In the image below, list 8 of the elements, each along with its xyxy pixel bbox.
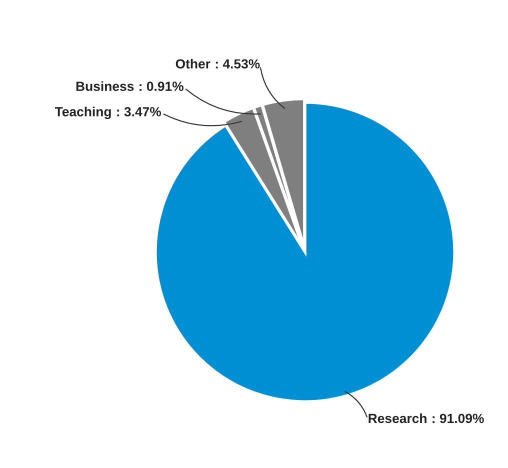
data-label: : 91.09% <box>432 414 484 424</box>
data-label: : 0.91% <box>140 82 184 91</box>
data-label: : 4.53% <box>216 59 260 69</box>
slice-label: Research <box>368 413 426 424</box>
data-label: : 3.47% <box>117 107 162 116</box>
slice-label: Business <box>76 81 134 91</box>
slice-label: Teaching <box>54 106 111 120</box>
slice-label: Other <box>176 58 210 69</box>
